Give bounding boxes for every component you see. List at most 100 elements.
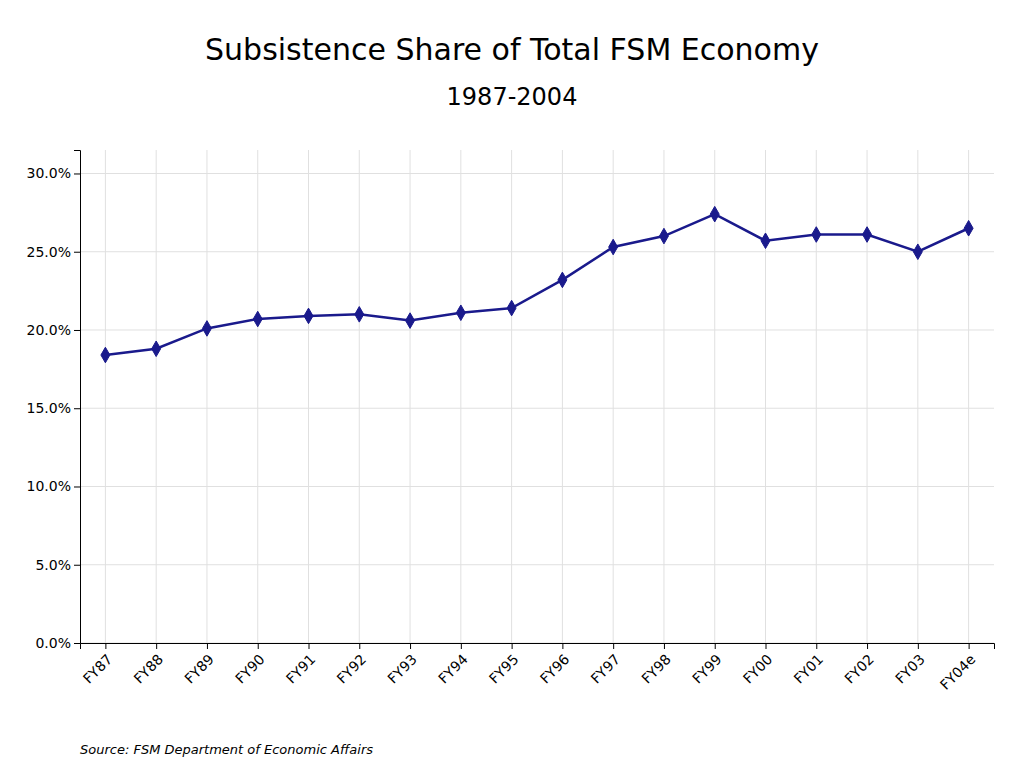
grid-line-x	[206, 150, 207, 643]
series	[101, 206, 973, 362]
grid-line-x	[765, 150, 766, 643]
y-tick-mark	[74, 643, 80, 644]
y-tick-label: 30.0%	[27, 165, 71, 181]
grid-line-y	[80, 486, 994, 487]
y-tick-label: 20.0%	[27, 322, 71, 338]
x-tick: FY02	[841, 643, 877, 687]
plot: 0.0%5.0%10.0%15.0%20.0%25.0%30.0%FY87FY8…	[27, 150, 995, 693]
marker	[913, 244, 922, 260]
x-tick-mark	[105, 643, 106, 649]
marker	[202, 321, 211, 337]
grid-line-x	[714, 150, 715, 643]
x-tick-label: FY00	[740, 651, 776, 687]
x-tick: FY01	[791, 643, 827, 687]
x-tick: FY87	[80, 643, 116, 687]
y-tick: 15.0%	[27, 400, 80, 416]
y-tick-mark	[74, 486, 80, 487]
marker	[558, 272, 567, 288]
x-tick-label: FY01	[791, 651, 827, 687]
grid-line-x	[359, 150, 360, 643]
marker	[761, 233, 770, 249]
grid-line-y	[80, 564, 994, 565]
x-tick: FY89	[181, 643, 217, 687]
x-tick: FY99	[689, 643, 725, 687]
y-tick-mark	[74, 408, 80, 409]
x-tick-mark	[562, 643, 563, 649]
y-axis-line	[74, 151, 81, 644]
x-tick: FY96	[537, 643, 573, 687]
marker	[304, 308, 313, 324]
x-tick-mark	[410, 643, 411, 649]
grid-line-x	[511, 150, 512, 643]
x-tick: FY04e	[937, 643, 979, 693]
x-tick-mark	[207, 643, 208, 649]
x-tick-label: FY87	[80, 651, 116, 687]
marker	[101, 347, 110, 363]
marker	[710, 206, 719, 222]
x-tick-label: FY90	[232, 651, 268, 687]
x-tick: FY91	[283, 643, 319, 687]
x-tick: FY90	[232, 643, 268, 687]
grid-line-x	[460, 150, 461, 643]
x-tick-label: FY93	[384, 651, 420, 687]
grid-line-x	[156, 150, 157, 643]
marker	[964, 220, 973, 236]
x-tick-mark	[156, 643, 157, 649]
marker	[507, 300, 516, 316]
grid	[80, 150, 994, 643]
x-tick: FY95	[486, 643, 522, 687]
y-tick-mark	[74, 252, 80, 253]
y-tick-mark	[74, 173, 80, 174]
x-tick: FY92	[334, 643, 370, 687]
y-tick-label: 25.0%	[27, 244, 71, 260]
y-tick-mark	[74, 565, 80, 566]
source: Source: FSM Department of Economic Affai…	[80, 742, 373, 757]
marker	[406, 313, 415, 329]
x-tick-mark	[969, 643, 970, 649]
x-tick-label: FY02	[841, 651, 877, 687]
x-tick: FY00	[740, 643, 776, 687]
y-tick: 25.0%	[27, 244, 80, 260]
x-tick-mark	[816, 643, 817, 649]
y-tick: 10.0%	[27, 478, 80, 494]
x-tick: FY93	[384, 643, 420, 687]
x-tick-label: FY92	[334, 651, 370, 687]
x-tick-mark	[715, 643, 716, 649]
subtitle: 1987-2004	[447, 83, 578, 111]
marker	[456, 305, 465, 321]
x-tick-mark	[918, 643, 919, 649]
x-tick-label: FY04e	[937, 651, 979, 693]
x-tick: FY98	[638, 643, 674, 687]
x-axis-line	[81, 644, 995, 650]
grid-line-x	[308, 150, 309, 643]
y-tick-label: 15.0%	[27, 400, 71, 416]
x-tick-label: FY91	[283, 651, 319, 687]
x-tick-mark	[461, 643, 462, 649]
x-tick-label: FY95	[486, 651, 522, 687]
marker	[253, 311, 262, 327]
marker	[659, 228, 668, 244]
y-tick: 5.0%	[35, 557, 80, 573]
grid-line-x	[613, 150, 614, 643]
line	[105, 214, 968, 355]
grid-line-x	[816, 150, 817, 643]
grid-line-x	[562, 150, 563, 643]
grid-line-y	[80, 251, 994, 252]
marker	[152, 341, 161, 357]
grid-line-x	[410, 150, 411, 643]
grid-line-y	[80, 408, 994, 409]
x-tick-mark	[613, 643, 614, 649]
y-tick: 30.0%	[27, 165, 80, 181]
y-axis: 0.0%5.0%10.0%15.0%20.0%25.0%30.0%	[27, 151, 81, 651]
x-tick-mark	[309, 643, 310, 649]
x-tick-mark	[664, 643, 665, 649]
x-tick-mark	[359, 643, 360, 649]
y-tick-label: 10.0%	[27, 478, 71, 494]
grid-line-x	[867, 150, 868, 643]
x-tick-label: FY99	[689, 651, 725, 687]
x-tick: FY97	[587, 643, 623, 687]
x-tick-label: FY97	[587, 651, 623, 687]
grid-line-y	[80, 173, 994, 174]
x-tick: FY88	[130, 643, 166, 687]
title: Subsistence Share of Total FSM Economy	[205, 32, 819, 67]
